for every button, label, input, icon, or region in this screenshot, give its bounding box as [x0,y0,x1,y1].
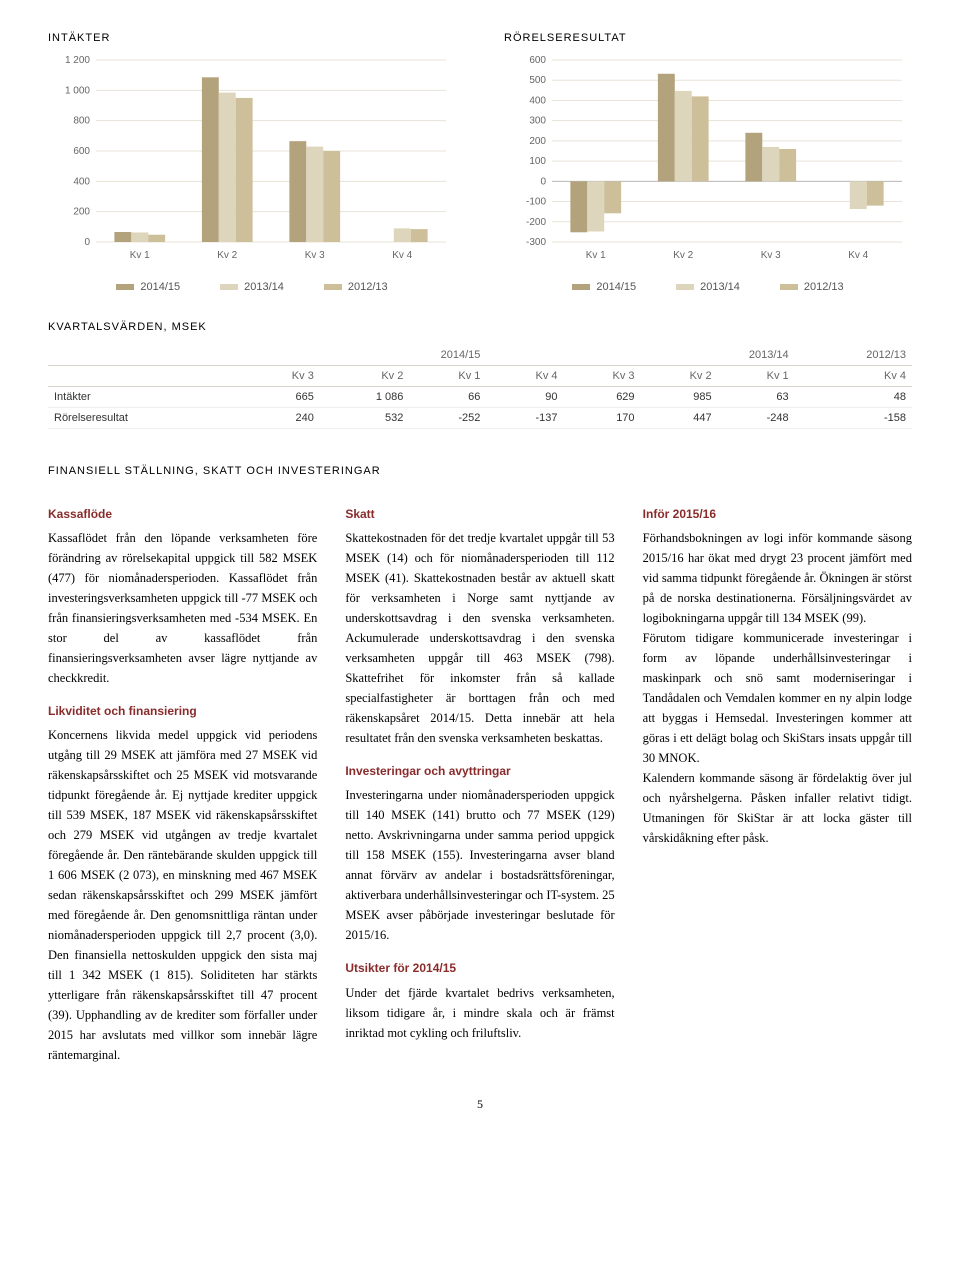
chart2-title: RÖRELSERESULTAT [504,32,912,44]
svg-text:Kv 2: Kv 2 [217,250,237,261]
p-skatt: Skattekostnaden för det tredje kvartalet… [345,528,614,748]
kvartal-table: 2014/152013/142012/13Kv 3Kv 2Kv 1Kv 4Kv … [48,345,912,429]
svg-text:0: 0 [84,237,90,248]
chart2-legend: 2014/152013/142012/13 [504,281,912,293]
chart1-legend: 2014/152013/142012/13 [48,281,456,293]
h-skatt: Skatt [345,505,614,524]
svg-text:1 200: 1 200 [65,55,90,66]
svg-text:800: 800 [73,116,90,127]
svg-text:-300: -300 [526,237,546,248]
svg-text:500: 500 [529,75,546,86]
svg-text:200: 200 [529,136,546,147]
svg-text:200: 200 [73,207,90,218]
svg-text:Kv 3: Kv 3 [305,250,325,261]
p-investeringar: Investeringarna under niomånadersperiode… [345,785,614,945]
svg-text:100: 100 [529,156,546,167]
svg-text:Kv 4: Kv 4 [392,250,412,261]
p-utsikter: Under det fjärde kvartalet bedrivs verks… [345,983,614,1043]
svg-text:600: 600 [529,55,546,66]
intakter-chart: 0 200 400 600 800 1 000 1 200 Kv 1 Kv 2 Kv 3 Kv 4 [48,54,456,264]
svg-text:400: 400 [529,95,546,106]
fin-title: FINANSIELL STÄLLNING, SKATT OCH INVESTER… [48,465,912,477]
svg-text:Kv 1: Kv 1 [586,250,606,261]
svg-text:400: 400 [73,176,90,187]
h-kassaflode: Kassaflöde [48,505,317,524]
p-kassaflode: Kassaflödet från den löpande verksamhete… [48,528,317,688]
svg-text:300: 300 [529,116,546,127]
svg-text:Kv 4: Kv 4 [848,250,868,261]
svg-text:Kv 1: Kv 1 [130,250,150,261]
p-likviditet: Koncernens likvida medel uppgick vid per… [48,725,317,1065]
h-investeringar: Investeringar och avyttringar [345,762,614,781]
kvartal-title: KVARTALSVÄRDEN, MSEK [48,321,912,333]
svg-text:-200: -200 [526,217,546,228]
svg-text:Kv 2: Kv 2 [673,250,693,261]
chart1-title: INTÄKTER [48,32,456,44]
p-infor2: Förutom tidigare kommunicerade investeri… [643,628,912,768]
svg-text:0: 0 [540,176,546,187]
svg-text:1 000: 1 000 [65,85,90,96]
h-likviditet: Likviditet och finansiering [48,702,317,721]
svg-text:600: 600 [73,146,90,157]
rorelseresultat-chart: -300 -200 -100 0 100 200 300 400 500 600 Kv 1 Kv 2 K… [504,54,912,264]
p-infor1: Förhandsbokningen av logi inför kommande… [643,528,912,628]
p-infor3: Kalendern kommande säsong är fördelaktig… [643,768,912,848]
h-utsikter: Utsikter för 2014/15 [345,959,614,978]
page-number: 5 [48,1097,912,1112]
svg-text:-100: -100 [526,197,546,208]
h-infor: Inför 2015/16 [643,505,912,524]
svg-text:Kv 3: Kv 3 [761,250,781,261]
